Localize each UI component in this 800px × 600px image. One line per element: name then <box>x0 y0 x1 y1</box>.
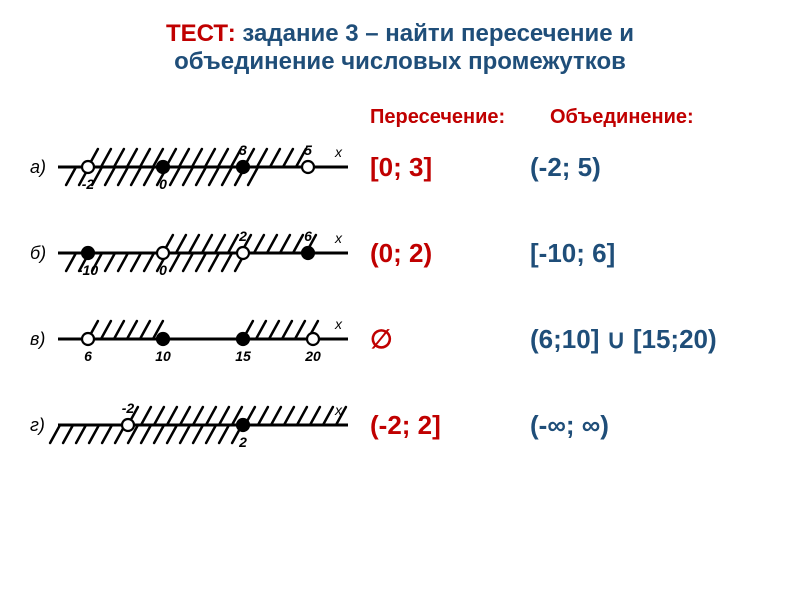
title: ТЕСТ: задание 3 – найти пересечение и об… <box>30 20 770 76</box>
rows-container: а) x -2 0 3 5 [0; 3](-2; 5) б) x -10 0 2 6 (0; 2)[-10… <box>30 137 770 455</box>
svg-text:6: 6 <box>84 348 92 364</box>
intersect-value: (0; 2) <box>370 238 530 269</box>
svg-text:0: 0 <box>159 262 167 278</box>
svg-text:15: 15 <box>235 348 251 364</box>
svg-text:x: x <box>334 144 343 160</box>
svg-text:3: 3 <box>239 142 247 158</box>
svg-text:x: x <box>334 316 343 332</box>
union-value: [-10; 6] <box>530 238 750 269</box>
union-value: (-∞; ∞) <box>530 410 750 441</box>
row: г) x -2 2 (-2; 2](-∞; ∞) <box>30 395 770 455</box>
title-rest-1: задание 3 – найти пересечение и <box>242 20 634 47</box>
union-value: (6;10] ∪ [15;20) <box>530 324 750 355</box>
header-union: Объединение: <box>550 106 750 129</box>
row-label: а) <box>30 157 58 178</box>
title-prefix: ТЕСТ: <box>166 20 242 47</box>
row: в) x 6 10 15 20 ∅(6;10] ∪ [15;20) <box>30 309 770 369</box>
svg-text:6: 6 <box>304 228 312 244</box>
svg-text:x: x <box>334 230 343 246</box>
svg-text:x: x <box>334 402 343 418</box>
row-label: б) <box>30 243 58 264</box>
title-rest-2: объединение числовых промежутков <box>174 48 626 75</box>
number-line: x -10 0 2 6 <box>58 223 358 283</box>
svg-text:2: 2 <box>238 434 247 450</box>
svg-text:0: 0 <box>159 176 167 192</box>
number-line: x -2 2 <box>58 395 358 455</box>
intersect-value: [0; 3] <box>370 152 530 183</box>
svg-text:-2: -2 <box>122 400 135 416</box>
union-value: (-2; 5) <box>530 152 750 183</box>
svg-text:10: 10 <box>155 348 171 364</box>
number-line: x 6 10 15 20 <box>58 309 358 369</box>
row: а) x -2 0 3 5 [0; 3](-2; 5) <box>30 137 770 197</box>
row: б) x -10 0 2 6 (0; 2)[-10; 6] <box>30 223 770 283</box>
svg-text:-2: -2 <box>82 176 95 192</box>
svg-text:20: 20 <box>304 348 321 364</box>
svg-text:2: 2 <box>238 228 247 244</box>
header-intersect: Пересечение: <box>370 106 530 129</box>
intersect-value: (-2; 2] <box>370 410 530 441</box>
number-line: x -2 0 3 5 <box>58 137 358 197</box>
svg-text:5: 5 <box>304 142 312 158</box>
column-headers: Пересечение: Объединение: <box>370 106 770 129</box>
row-label: в) <box>30 329 58 350</box>
svg-text:-10: -10 <box>78 262 98 278</box>
row-label: г) <box>30 415 58 436</box>
intersect-value: ∅ <box>370 324 530 355</box>
